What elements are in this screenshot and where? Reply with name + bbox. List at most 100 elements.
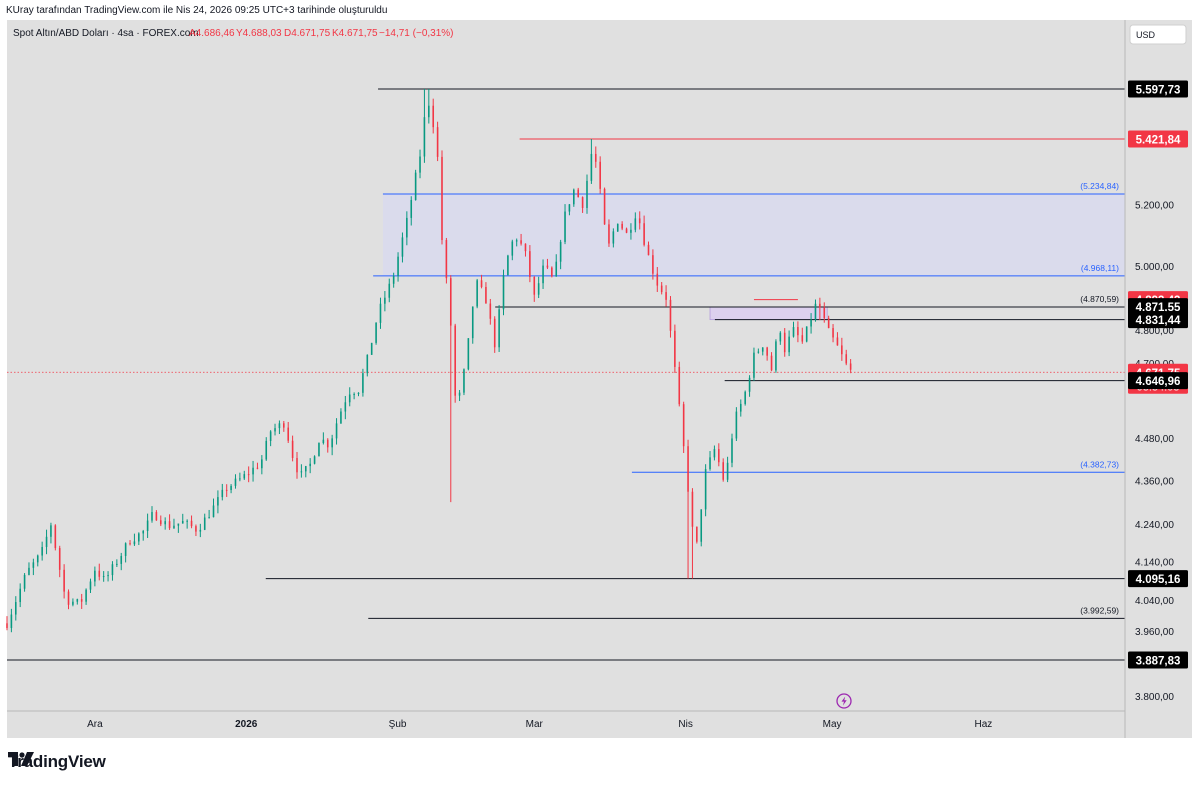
candle-body [665, 292, 667, 300]
candle-body [181, 521, 184, 524]
price-badge-7[interactable] [1128, 570, 1188, 588]
time-tick-0: Ara [87, 719, 103, 730]
candle-body [98, 570, 101, 577]
chart-caption: KUray tarafından TradingView.com ile Nis… [6, 5, 388, 16]
time-tick-4: Nis [678, 719, 692, 730]
time-tick-5: May [823, 719, 842, 730]
candle-body [28, 567, 30, 575]
candle-body [348, 394, 351, 403]
candle-body [133, 541, 136, 545]
price-badge-label-0: 5.597,73 [1136, 85, 1181, 97]
candle-body [318, 443, 320, 457]
candle-body [406, 217, 408, 238]
time-axis[interactable] [7, 711, 1192, 738]
candle-body [146, 520, 149, 532]
candle-body [67, 591, 70, 605]
time-tick-2: Şub [389, 719, 407, 730]
candle-body [414, 172, 417, 201]
candle-body [432, 105, 435, 128]
candle-body [709, 457, 711, 470]
candle-body [603, 188, 606, 225]
price-badge-4[interactable] [1128, 311, 1188, 329]
candle-body [63, 569, 65, 592]
candle-body [529, 251, 531, 277]
candle-body [819, 303, 821, 308]
candle-body [392, 275, 395, 284]
candle-body [54, 525, 57, 549]
candle-body [718, 449, 720, 463]
candle-body [792, 327, 795, 337]
candle-body [107, 575, 109, 577]
candle-body [344, 402, 347, 412]
candle-body [309, 463, 311, 467]
candle-body [428, 105, 430, 118]
candle-body [511, 241, 514, 256]
candle-body [401, 237, 404, 257]
candle-body [634, 218, 637, 230]
price-badge-3[interactable] [1128, 298, 1188, 316]
price-badge-0[interactable] [1128, 80, 1188, 98]
candle-body [568, 204, 571, 212]
price-badge-8[interactable] [1128, 651, 1188, 669]
candle-body [748, 377, 751, 392]
candle-body [841, 345, 843, 355]
candle-body [643, 223, 645, 245]
price-badge-label-8: 3.887,83 [1136, 656, 1181, 668]
price-badge-6[interactable] [1128, 372, 1188, 390]
ohlc-high: Y4.688,03 [236, 28, 282, 39]
candle-body [647, 244, 650, 256]
lightning-icon [841, 696, 847, 706]
candle-body [120, 555, 123, 564]
candle-body [731, 438, 733, 463]
candle-body [810, 319, 812, 327]
candle-body [291, 440, 294, 458]
time-tick-3: Mar [526, 719, 544, 730]
candle-body [283, 423, 285, 428]
levels-layer: (5.234,84) (4.968,11) (4.870,59) (4.382,73)… [7, 88, 1125, 661]
candle-body [322, 439, 325, 444]
candle-body [397, 256, 399, 276]
candle-body [177, 523, 180, 526]
price-badge-label-4: 4.831,44 [1136, 315, 1181, 327]
candle-body [6, 623, 8, 629]
zone-1 [710, 306, 828, 320]
candle-body [573, 189, 575, 205]
candle-body [823, 307, 826, 319]
candle-body [357, 392, 360, 395]
candle-body [739, 403, 742, 412]
candle-body [726, 462, 729, 480]
brand-logo[interactable]: TradingView [8, 752, 106, 772]
candle-body [151, 512, 153, 521]
candle-body [493, 318, 496, 348]
level-label-3: (4.382,73) [1080, 459, 1119, 469]
candle-body [524, 243, 527, 252]
candle-body [441, 156, 443, 241]
candle-body [19, 588, 21, 603]
candle-body [546, 265, 549, 268]
candle-body [687, 446, 689, 492]
candle-body [713, 449, 716, 458]
candle-body [199, 529, 202, 532]
candle-body [449, 278, 452, 326]
candle-body [256, 467, 259, 469]
candle-body [76, 599, 79, 602]
price-tick-10: 3.800,00 [1135, 692, 1174, 703]
price-badge-1[interactable] [1128, 130, 1188, 148]
zones-layer [382, 193, 1125, 321]
candle-body [296, 457, 298, 473]
candle-body [590, 153, 593, 181]
price-badge-label-6: 4.646,96 [1136, 376, 1181, 388]
candle-body [805, 326, 808, 342]
event-marker[interactable] [836, 693, 852, 709]
candle-body [599, 161, 601, 189]
candle-body [304, 466, 307, 472]
currency-button[interactable]: USD [1129, 24, 1187, 45]
candle-body [50, 525, 52, 537]
candle-body [300, 471, 303, 473]
symbol-title[interactable]: Spot Altın/ABD Doları · 4sa · FOREX.com [13, 28, 199, 39]
currency-label: USD [1136, 30, 1156, 40]
candles-layer [6, 89, 852, 633]
legend-layer: Spot Altın/ABD Doları · 4sa · FOREX.com … [13, 28, 454, 39]
candle-body [849, 363, 852, 370]
